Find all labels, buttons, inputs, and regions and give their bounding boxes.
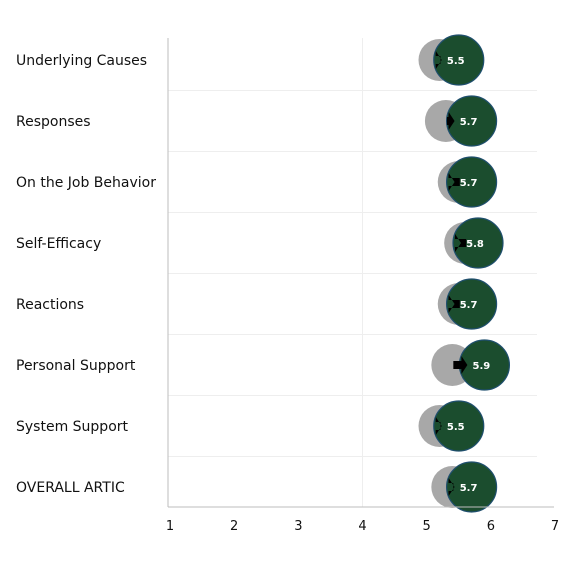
change-arrow [435,51,442,69]
value-label: 5.9 [473,361,491,372]
x-tick-label: 5 [423,519,431,534]
category-label: OVERALL ARTIC [16,480,125,496]
after-point [445,95,498,147]
change-arrow [448,295,460,313]
after-point [445,156,498,208]
value-label: 5.5 [447,422,465,433]
change-arrow [435,417,442,435]
after-point [433,400,485,452]
after-point [445,278,498,330]
x-tick-label: 7 [551,519,559,534]
after-point [433,34,485,86]
x-tick-label: 6 [487,519,495,534]
change-arrow [446,112,455,130]
value-label: 5.8 [466,239,484,250]
after-point [445,461,498,513]
category-label: Underlying Causes [16,53,147,69]
change-arrow [453,356,468,374]
category-label: Personal Support [16,358,136,374]
category-label: Reactions [16,297,84,313]
change-arrow [455,234,467,252]
x-tick-label: 1 [166,519,174,534]
value-label: 5.7 [460,117,478,128]
rows: Underlying Causes 5.5 Responses 5.7 On the J… [16,34,511,513]
x-tick-label: 3 [294,519,302,534]
category-label: Self-Efficacy [16,236,101,252]
value-label: 5.7 [460,178,478,189]
value-label: 5.7 [460,483,478,494]
category-label: System Support [16,419,129,435]
after-point [452,217,504,269]
x-tick-label: 4 [358,519,366,534]
grid [168,38,537,507]
change-arrow [448,478,455,496]
x-axis: 1 2 3 4 5 6 7 [166,38,559,534]
category-label: On the Job Behavior [16,175,156,191]
value-label: 5.7 [460,300,478,311]
change-arrow [448,173,460,191]
category-label: Responses [16,114,91,130]
value-label: 5.5 [447,56,465,67]
x-tick-label: 2 [230,519,238,534]
